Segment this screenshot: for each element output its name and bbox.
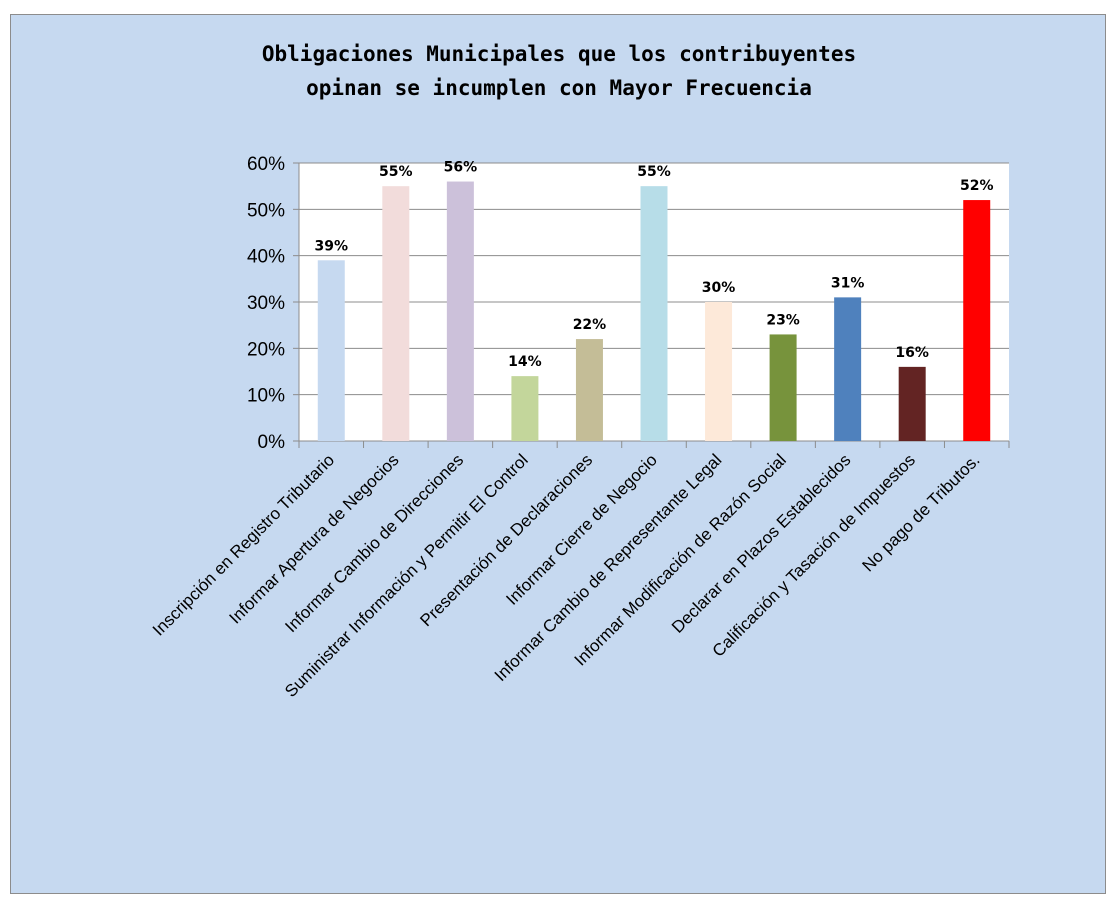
bar-chart: 0%10%20%30%40%50%60%39%Inscripción en Re… bbox=[149, 154, 1010, 701]
data-label: 22% bbox=[573, 317, 607, 333]
bar bbox=[898, 366, 926, 441]
bar bbox=[769, 334, 797, 441]
y-tick-label: 20% bbox=[247, 339, 285, 360]
data-label: 30% bbox=[702, 280, 736, 296]
data-label: 14% bbox=[508, 354, 542, 370]
data-label: 55% bbox=[637, 164, 671, 180]
y-tick-label: 10% bbox=[247, 386, 285, 407]
bar bbox=[446, 181, 474, 442]
bar bbox=[963, 200, 991, 441]
y-tick-label: 60% bbox=[247, 154, 285, 175]
chart-title-line-2: opinan se incumplen con Mayor Frecuencia bbox=[306, 76, 812, 100]
data-label: 56% bbox=[444, 160, 478, 176]
bar bbox=[640, 186, 668, 441]
data-label: 31% bbox=[831, 275, 865, 291]
chart-title: Obligaciones Municipales que los contrib… bbox=[11, 37, 1107, 105]
data-label: 39% bbox=[315, 238, 349, 254]
y-tick-label: 40% bbox=[247, 247, 285, 268]
category-label: Suministrar Información y Permitir El Co… bbox=[281, 450, 532, 701]
data-label: 52% bbox=[960, 178, 994, 194]
bar bbox=[575, 339, 603, 441]
data-label: 23% bbox=[766, 312, 800, 328]
category-label: No pago de Tributos. bbox=[859, 450, 984, 575]
data-label: 55% bbox=[379, 164, 413, 180]
y-tick-label: 30% bbox=[247, 293, 285, 314]
y-tick-label: 0% bbox=[258, 432, 286, 453]
bar bbox=[317, 260, 345, 441]
bar bbox=[511, 376, 539, 441]
bar bbox=[705, 302, 733, 441]
chart-title-line-1: Obligaciones Municipales que los contrib… bbox=[261, 42, 857, 66]
data-label: 16% bbox=[895, 345, 929, 361]
y-tick-label: 50% bbox=[247, 200, 285, 221]
bar bbox=[382, 186, 410, 441]
bar bbox=[834, 297, 862, 441]
chart-area: Obligaciones Municipales que los contrib… bbox=[10, 14, 1106, 894]
category-label: Informar Cambio de Representante Legal bbox=[491, 450, 726, 685]
